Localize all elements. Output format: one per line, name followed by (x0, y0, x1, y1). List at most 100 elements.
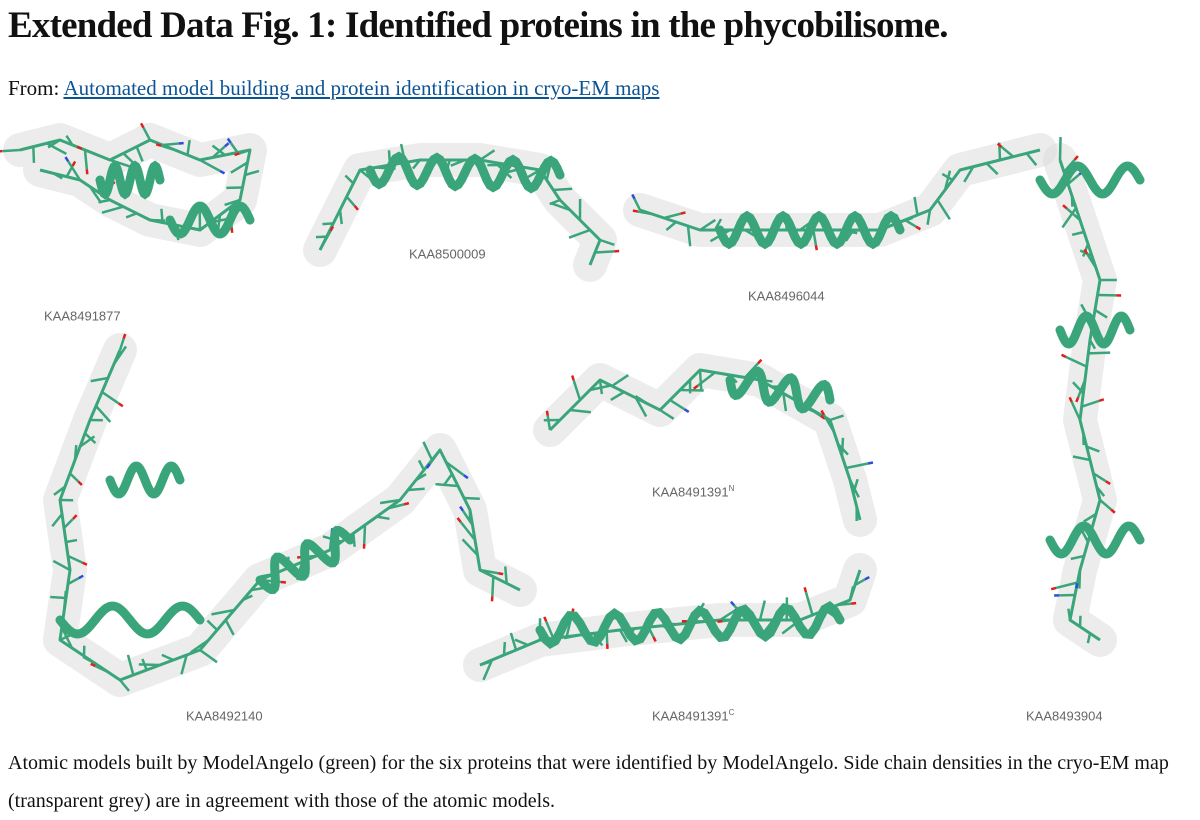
side-chain (51, 513, 63, 528)
side-chain (47, 138, 61, 149)
side-chain (32, 146, 36, 163)
nitrogen-atom (224, 142, 230, 148)
helix-ribbon (255, 525, 355, 595)
nitrogen-atom (64, 156, 70, 162)
side-chain (79, 435, 96, 448)
side-chain (199, 158, 221, 173)
side-chain (2, 148, 21, 153)
oxygen-atom (155, 143, 162, 147)
oxygen-atom (692, 384, 699, 390)
side-chain (238, 148, 251, 155)
helix-ribbon (165, 201, 255, 239)
oxygen-atom (71, 160, 77, 167)
kaa8492140-backbone (58, 349, 521, 682)
side-chain (82, 655, 97, 666)
side-chain (943, 170, 952, 191)
side-chain (229, 142, 239, 154)
side-chain (1072, 381, 1085, 395)
side-chain (829, 414, 844, 422)
side-chain (605, 631, 609, 645)
side-chain (190, 638, 210, 654)
side-chain (545, 620, 555, 639)
helix-ribbon (105, 461, 185, 499)
side-chain (598, 379, 604, 395)
nitrogen-atom (729, 600, 736, 607)
side-chain (1058, 137, 1062, 161)
oxygen-atom (498, 571, 504, 576)
side-chain (244, 169, 260, 177)
side-chain (376, 515, 390, 521)
oxygen-atom (1050, 586, 1057, 591)
oxygen-atom (1075, 396, 1080, 403)
oxygen-atom (81, 561, 88, 566)
nitrogen-atom (226, 137, 232, 144)
oxygen-atom (77, 480, 83, 486)
side-chain (338, 209, 343, 225)
side-chain (553, 187, 573, 192)
side-chain (509, 632, 518, 651)
side-chain (1067, 173, 1081, 185)
oxygen-atom (90, 662, 96, 668)
side-chain (83, 149, 89, 170)
side-chain (206, 619, 219, 631)
oxygen-atom (814, 245, 818, 251)
oxygen-atom (680, 211, 686, 215)
side-chain (211, 608, 235, 616)
side-chain (1065, 355, 1088, 368)
side-chain (149, 218, 166, 222)
side-chain (854, 578, 866, 587)
article-link[interactable]: Automated model building and protein ide… (63, 76, 660, 100)
side-chain (126, 654, 135, 676)
side-chain (563, 633, 581, 640)
side-chain (482, 659, 494, 681)
oxygen-atom (1083, 248, 1089, 255)
side-chain (959, 164, 979, 172)
side-chain (463, 496, 480, 501)
figure-image: KAA8491877 KAA8500009 KAA8496044 KAA8491… (0, 120, 1200, 735)
side-chain (594, 250, 615, 254)
side-chain (479, 149, 496, 162)
side-chain (837, 602, 852, 607)
side-chain (699, 218, 717, 232)
side-chain (138, 663, 161, 667)
oxygen-atom (353, 205, 359, 211)
side-chain (230, 161, 249, 174)
side-chain (1081, 399, 1100, 408)
nitrogen-atom (78, 574, 84, 580)
side-chain (417, 459, 426, 471)
oxygen-atom (139, 122, 145, 129)
side-chain (634, 397, 648, 418)
side-chain (985, 162, 999, 176)
side-chain (67, 160, 82, 181)
side-chain (618, 629, 628, 643)
side-chain (101, 390, 120, 405)
side-chain (435, 482, 459, 488)
side-chain (568, 228, 591, 239)
side-chain (634, 394, 649, 406)
side-chain (479, 568, 499, 575)
oxygen-atom (820, 414, 826, 420)
side-chain (840, 437, 845, 457)
side-chain (679, 388, 704, 392)
source-line: From: Automated model building and prote… (8, 76, 659, 101)
side-chain (549, 198, 561, 206)
side-chain (663, 212, 681, 220)
side-chain (1077, 379, 1087, 398)
nitrogen-atom (219, 169, 226, 175)
side-chain (502, 642, 507, 656)
side-chain (73, 445, 78, 461)
nitrogen-atom (631, 193, 636, 200)
oxygen-atom (652, 636, 657, 643)
side-chain (514, 638, 529, 647)
nitrogen-atom (459, 505, 464, 512)
protein-models-illustration (0, 122, 1145, 697)
oxygen-atom (403, 501, 410, 506)
side-chain (804, 591, 814, 616)
side-chain (913, 196, 919, 216)
side-chain (65, 135, 74, 146)
side-chain (611, 374, 630, 388)
figure-title: Extended Data Fig. 1: Identified protein… (8, 5, 949, 46)
side-chain (719, 609, 736, 622)
side-chain (1086, 445, 1100, 453)
side-chain (461, 509, 474, 526)
